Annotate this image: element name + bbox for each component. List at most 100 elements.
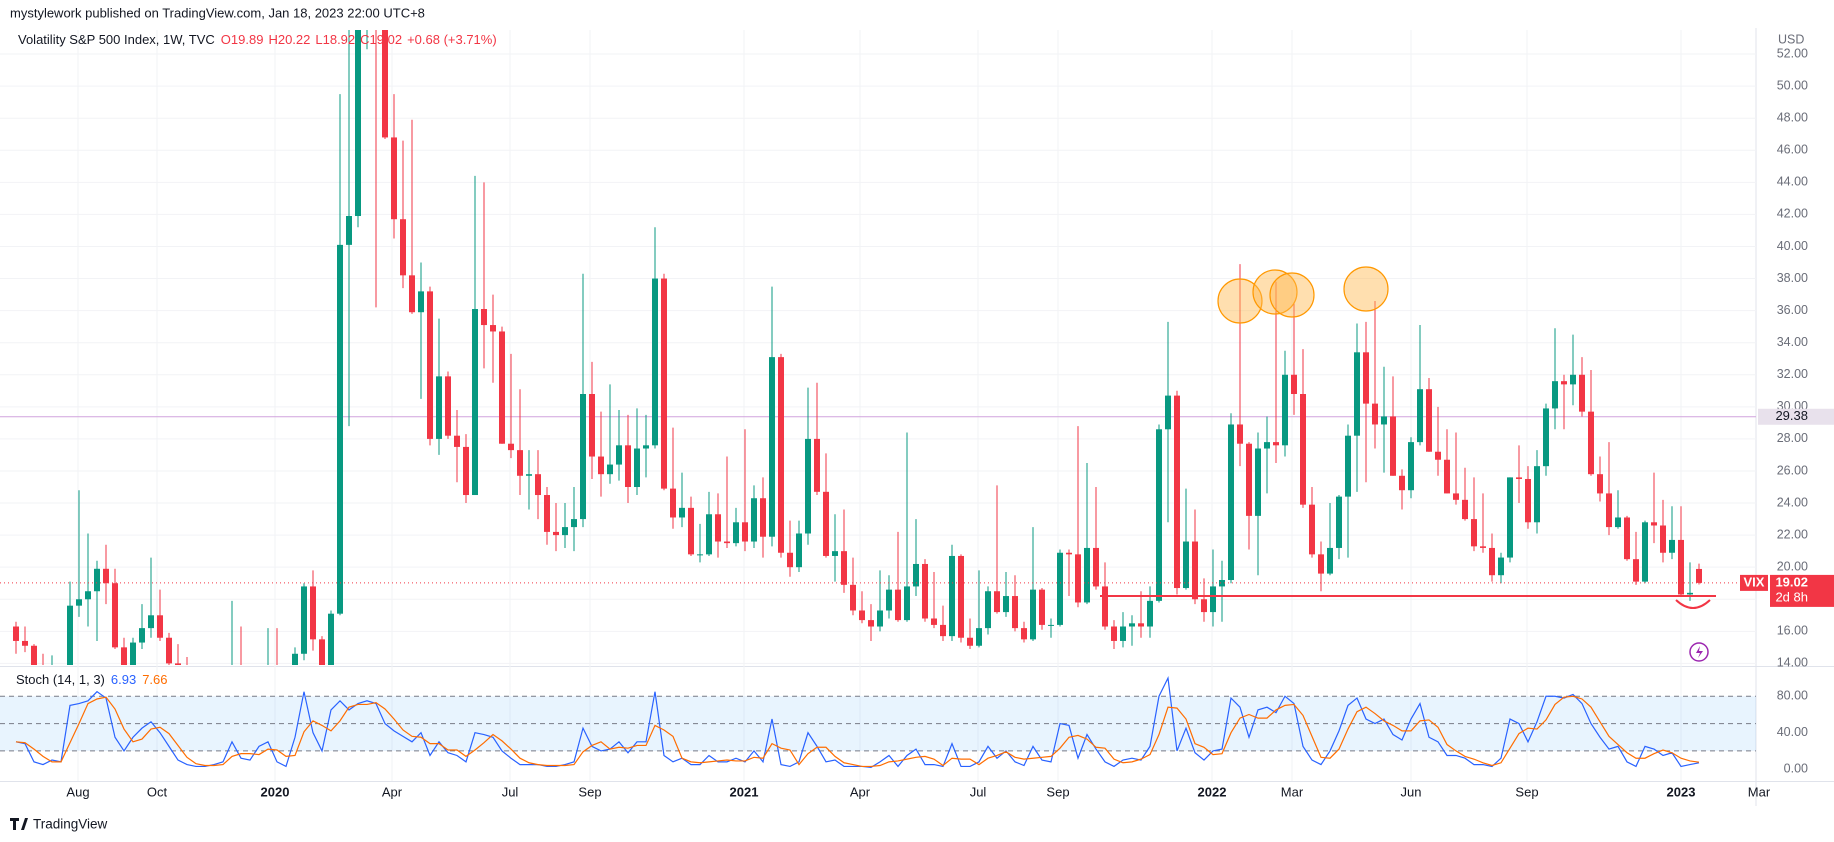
candle-body <box>1237 424 1243 444</box>
y-tick-label: 46.00 <box>1777 143 1808 157</box>
candle-body <box>805 438 811 534</box>
candle-body <box>1039 589 1045 625</box>
main-pane <box>0 30 1756 665</box>
stoch-tick-label: 40.00 <box>1777 725 1808 739</box>
candle-body <box>1156 429 1162 601</box>
candle-body <box>706 514 712 555</box>
candle-body <box>1516 477 1522 479</box>
price-line-label: 29.38 <box>1775 408 1808 423</box>
logo-text: TradingView <box>33 817 108 832</box>
candle-body <box>508 443 514 451</box>
x-tick-label: Jul <box>970 784 987 799</box>
candle-body <box>1642 522 1648 582</box>
y-tick-label: 52.00 <box>1777 46 1808 60</box>
y-tick-label: 20.00 <box>1777 559 1808 573</box>
candle-body <box>1408 442 1414 491</box>
candle-body <box>1129 623 1135 627</box>
candle-body <box>751 498 757 542</box>
candle-body <box>391 137 397 220</box>
candle-body <box>1300 394 1306 505</box>
candle-body <box>436 376 442 439</box>
candle-body <box>877 610 883 627</box>
candle-body <box>760 498 766 537</box>
candle-body <box>1417 389 1423 443</box>
candle-body <box>661 278 667 489</box>
stoch-title: Stoch (14, 1, 3) <box>16 672 105 687</box>
x-tick-label: 2020 <box>261 784 290 799</box>
candle-body <box>652 278 658 446</box>
candle-body <box>130 642 136 665</box>
candle-body <box>463 446 469 496</box>
candle-body <box>1660 525 1666 553</box>
candle-body <box>913 563 919 587</box>
candle-body <box>400 219 406 276</box>
candle-body <box>1057 552 1063 625</box>
y-tick-label: 16.00 <box>1777 624 1808 638</box>
candle-body <box>310 586 316 640</box>
candle-body <box>1282 374 1288 446</box>
candle-body <box>733 522 739 544</box>
candle-body <box>1669 539 1675 553</box>
candle-body <box>94 568 100 592</box>
candle-body <box>1435 451 1441 460</box>
candle-body <box>1048 624 1054 626</box>
candle-body <box>292 653 298 665</box>
candle-body <box>1147 600 1153 627</box>
candle-body <box>76 599 82 606</box>
highlight-circle <box>1217 278 1263 324</box>
candle-body <box>670 488 676 518</box>
candle-body <box>454 435 460 447</box>
candle-body <box>823 491 829 556</box>
candle-body <box>1201 599 1207 613</box>
stoch-legend: Stoch (14, 1, 3) 6.93 7.66 <box>16 672 168 687</box>
candle-body <box>1363 352 1369 404</box>
candle-body <box>1606 493 1612 528</box>
candle-body <box>904 586 910 621</box>
candle-body <box>445 376 451 436</box>
candle-body <box>886 589 892 611</box>
candle-body <box>1390 416 1396 476</box>
candle-body <box>1246 443 1252 516</box>
candle-body <box>958 555 964 638</box>
candle-body <box>103 568 109 584</box>
candle-body <box>643 445 649 449</box>
logo-mark <box>10 818 28 830</box>
legend-change: +0.68 (+3.71%) <box>407 32 497 47</box>
stoch-tick-label: 0.00 <box>1784 761 1808 775</box>
candle-body <box>472 309 478 496</box>
arc-drawing <box>1675 599 1711 609</box>
stoch-pane <box>0 675 1756 768</box>
candle-body <box>868 620 874 627</box>
legend-title: Volatility S&P 500 Index, 1W, TVC <box>18 32 215 47</box>
candle-body <box>778 357 784 553</box>
candle-body <box>1030 589 1036 640</box>
candle-body <box>1174 395 1180 589</box>
stoch-line <box>15 695 1700 768</box>
candle-body <box>1588 411 1594 475</box>
x-tick-label: 2022 <box>1198 784 1227 799</box>
candle-body <box>616 445 622 465</box>
y-tick-label: 48.00 <box>1777 110 1808 124</box>
candle-body <box>1210 586 1216 613</box>
candle-body <box>355 30 361 217</box>
candle-body <box>625 445 631 488</box>
legend-low: L18.92 <box>315 32 355 47</box>
candle-body <box>1345 435 1351 497</box>
candle-body <box>1489 547 1495 576</box>
legend-high: H20.22 <box>268 32 310 47</box>
y-tick-label: 42.00 <box>1777 207 1808 221</box>
candle-body <box>931 618 937 625</box>
candle-body <box>1354 352 1360 436</box>
candle-body <box>1534 466 1540 523</box>
candle-body <box>139 628 145 643</box>
candle-body <box>1570 374 1576 385</box>
candle-body <box>1003 596 1009 613</box>
candle-body <box>1120 626 1126 641</box>
candle-body <box>337 244 343 614</box>
candle-body <box>409 275 415 313</box>
currency-label: USD <box>1778 32 1804 46</box>
x-tick-label: Oct <box>147 784 168 799</box>
candle-body <box>328 613 334 665</box>
candle-body <box>67 605 73 665</box>
candle-body <box>1462 499 1468 520</box>
